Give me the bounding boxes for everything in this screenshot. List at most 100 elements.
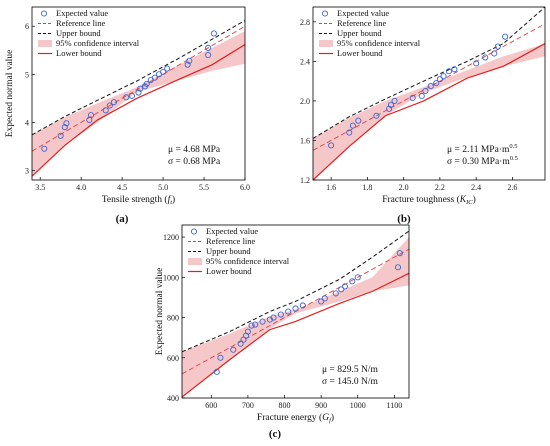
data-point <box>63 120 70 127</box>
data-point <box>299 302 306 309</box>
x-tick-label: 2.0 <box>399 183 409 192</box>
data-point <box>418 92 425 100</box>
y-tick-label: 400 <box>167 394 179 403</box>
chart-panel-1: 3.5 4.0 4.5 5.0 5.5 6.0 3 4 5 6 Tensile strength (… <box>5 6 250 225</box>
y-tick-label: 2.8 <box>300 18 310 27</box>
legend-marker-band <box>319 40 333 47</box>
data-point <box>494 43 501 50</box>
lower-bound-line <box>313 43 545 180</box>
x-tick-label: 700 <box>242 401 254 410</box>
data-point <box>473 60 480 67</box>
x-tick-label: 4.0 <box>76 183 86 192</box>
data-point <box>252 321 259 328</box>
legend-marker-expected <box>190 228 198 235</box>
data-point <box>502 33 509 40</box>
data-point <box>213 368 220 375</box>
data-point <box>61 124 68 131</box>
data-point <box>394 264 402 271</box>
y-tick-label: 600 <box>167 354 179 363</box>
x-tick-label: 1000 <box>350 401 366 410</box>
data-point <box>135 89 142 96</box>
data-point <box>338 286 345 293</box>
y-tick-label: 800 <box>167 314 179 323</box>
data-point <box>346 129 353 136</box>
data-point <box>160 68 167 75</box>
x-tick-label: 2.4 <box>471 183 481 192</box>
x-tick-label: 1.8 <box>362 183 372 192</box>
data-point <box>321 295 328 302</box>
legend-label: Upper bound <box>56 28 101 38</box>
data-point <box>349 122 356 129</box>
x-tick-label: 2.6 <box>507 183 517 192</box>
chart-panel-3: 600 700 800 900 1000 1100 400 600 800 1000 1200 Fra… <box>155 224 410 440</box>
data-point <box>355 117 362 124</box>
plot-frame <box>312 6 546 181</box>
x-tick-label: 900 <box>315 401 327 410</box>
data-point <box>341 283 348 290</box>
data-point <box>128 92 135 99</box>
upper-bound-line <box>313 7 545 139</box>
data-point <box>277 311 284 318</box>
legend-label: Expected value <box>206 226 258 236</box>
y-tick-label: 5 <box>25 70 29 79</box>
legend-label: Expected value <box>56 8 108 18</box>
plot-area <box>32 20 245 177</box>
legend-marker-expected <box>321 10 329 17</box>
plot-area <box>313 7 545 180</box>
x-tick-label: 6.0 <box>240 183 250 192</box>
data-point <box>451 66 458 73</box>
data-point <box>354 274 361 281</box>
data-point <box>445 68 452 75</box>
data-point <box>106 102 113 109</box>
confidence-band <box>32 31 245 177</box>
data-point <box>391 97 398 104</box>
data-point <box>422 87 429 95</box>
y-tick-label: 2.0 <box>300 97 310 106</box>
data-point <box>482 54 489 61</box>
data-point <box>205 44 212 51</box>
legend-label: Upper bound <box>337 28 382 38</box>
data-point <box>186 57 193 64</box>
x-tick-label: 4.5 <box>117 183 127 192</box>
y-tick-label: 6 <box>25 22 29 31</box>
y-tick-label: 1200 <box>163 233 179 242</box>
y-axis-label: Expected normal value <box>5 50 15 138</box>
data-point <box>137 85 144 92</box>
stats-label: σ = 0.30 MPa·m0.5 <box>447 155 518 167</box>
data-point <box>143 80 150 87</box>
legend-label: Lower bound <box>56 48 102 58</box>
data-point <box>270 314 277 321</box>
data-point <box>184 61 191 68</box>
stats-label: μ = 2.11 MPa·m0.5 <box>447 143 517 155</box>
y-axis-label: Expected normal value <box>155 268 165 356</box>
legend-marker-band <box>188 258 202 265</box>
x-tick-label: 1100 <box>387 401 403 410</box>
data-point <box>373 112 380 119</box>
legend-label: Expected value <box>337 8 389 18</box>
y-tick-label: 1000 <box>163 273 179 282</box>
data-point <box>427 83 434 90</box>
x-axis-label: Tensile strength (ft) <box>102 194 175 206</box>
data-point <box>328 142 335 149</box>
panel-label: (a) <box>116 213 129 225</box>
legend-label: Reference line <box>337 18 387 28</box>
x-tick-label: 2.2 <box>435 183 445 192</box>
data-point <box>440 73 447 80</box>
x-tick-label: 800 <box>279 401 291 410</box>
lower-bound-line <box>32 43 245 177</box>
data-point <box>102 107 109 114</box>
plot-frame <box>181 224 410 399</box>
stats-label: μ = 829.5 N/m <box>322 365 378 375</box>
data-point <box>386 105 393 112</box>
legend-label: Reference line <box>206 236 256 246</box>
data-point <box>285 308 292 315</box>
legend-label: 95% confidence interval <box>337 38 421 48</box>
legend-marker-band <box>38 40 52 47</box>
data-point <box>292 305 299 312</box>
data-point <box>210 30 217 37</box>
data-point <box>248 322 255 329</box>
x-tick-label: 3.5 <box>35 183 45 192</box>
legend-label: Reference line <box>56 18 106 28</box>
